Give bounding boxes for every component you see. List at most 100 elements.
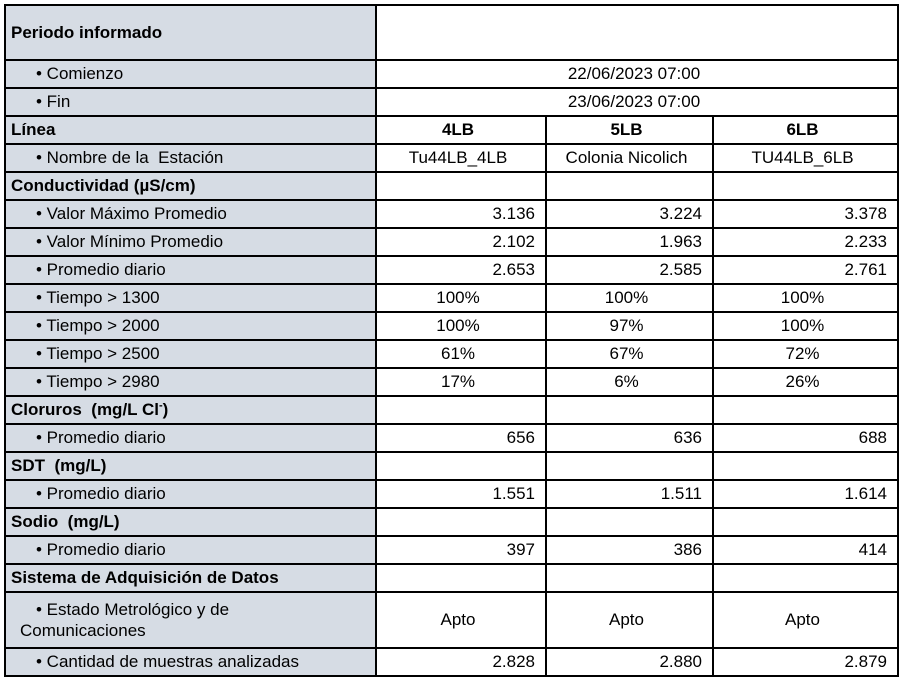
section-title-cloruros: Cloruros (mg/L Cl-)	[4, 395, 377, 425]
row-label-comienzo: • Comienzo	[4, 59, 377, 89]
cloruros-title-close: )	[162, 400, 169, 420]
section-title-sodio: Sodio (mg/L)	[4, 507, 377, 537]
row-section-sodio: Sodio (mg/L)	[4, 507, 900, 537]
section-title-sistema: Sistema de Adquisición de Datos	[4, 563, 377, 593]
row-label: • Promedio diario	[4, 479, 377, 509]
row-tiempo-2500: • Tiempo > 2500 61% 67% 72%	[4, 339, 900, 369]
row-estado-metrologico: • Estado Metrológico y de Comunicaciones…	[4, 591, 900, 649]
cell-value: 2.828	[375, 647, 547, 677]
row-label: • Tiempo > 2000	[4, 311, 377, 341]
empty-cell	[375, 171, 547, 201]
cell-value: 100%	[375, 311, 547, 341]
estado-status: Apto	[375, 591, 547, 649]
empty-cell	[711, 563, 900, 593]
cell-value: 3.136	[375, 199, 547, 229]
empty-cell	[375, 451, 547, 481]
row-promedio-diario-sdt: • Promedio diario 1.551 1.511 1.614	[4, 479, 900, 509]
cell-value: 100%	[375, 283, 547, 313]
row-label: • Promedio diario	[4, 423, 377, 453]
row-section-sdt: SDT (mg/L)	[4, 451, 900, 481]
cell-value: 100%	[711, 311, 900, 341]
empty-cell	[711, 395, 900, 425]
empty-cell	[545, 171, 714, 201]
station-name: TU44LB_6LB	[711, 143, 900, 173]
row-tiempo-2980: • Tiempo > 2980 17% 6% 26%	[4, 367, 900, 397]
row-label: • Cantidad de muestras analizadas	[4, 647, 377, 677]
cell-value: 2.585	[545, 255, 714, 285]
row-label: • Promedio diario	[4, 255, 377, 285]
row-label: • Promedio diario	[4, 535, 377, 565]
empty-cell	[375, 507, 547, 537]
report-table-container: Periodo informado • Comienzo 22/06/2023 …	[4, 4, 900, 677]
row-label-estacion: • Nombre de la Estación	[4, 143, 377, 173]
section-title-conductividad: Conductividad (µS/cm)	[4, 171, 377, 201]
row-linea: Línea 4LB 5LB 6LB	[4, 115, 900, 145]
row-estacion: • Nombre de la Estación Tu44LB_4LB Colon…	[4, 143, 900, 173]
row-section-cloruros: Cloruros (mg/L Cl-)	[4, 395, 900, 425]
empty-cell	[711, 451, 900, 481]
monitoring-report-table: Periodo informado • Comienzo 22/06/2023 …	[4, 4, 900, 677]
row-section-conductividad: Conductividad (µS/cm)	[4, 171, 900, 201]
empty-cell	[375, 563, 547, 593]
row-label-fin: • Fin	[4, 87, 377, 117]
row-label-linea: Línea	[4, 115, 377, 145]
cell-value: 397	[375, 535, 547, 565]
cell-value: 1.614	[711, 479, 900, 509]
estado-status: Apto	[711, 591, 900, 649]
row-section-sistema: Sistema de Adquisición de Datos	[4, 563, 900, 593]
row-tiempo-2000: • Tiempo > 2000 100% 97% 100%	[4, 311, 900, 341]
row-label-estado: • Estado Metrológico y de Comunicaciones	[4, 591, 377, 649]
cell-value: 26%	[711, 367, 900, 397]
cell-value: 1.551	[375, 479, 547, 509]
cell-value: 97%	[545, 311, 714, 341]
cell-value: 3.378	[711, 199, 900, 229]
row-cantidad-muestras: • Cantidad de muestras analizadas 2.828 …	[4, 647, 900, 677]
cell-value: 2.653	[375, 255, 547, 285]
fin-value: 23/06/2023 07:00	[374, 87, 900, 117]
row-label: • Valor Mínimo Promedio	[4, 227, 377, 257]
cell-value: 72%	[711, 339, 900, 369]
column-header-4lb: 4LB	[375, 115, 547, 145]
empty-cell	[545, 507, 714, 537]
cell-value: 67%	[545, 339, 714, 369]
row-fin: • Fin 23/06/2023 07:00	[4, 87, 900, 117]
row-label: • Tiempo > 1300	[4, 283, 377, 313]
comienzo-value: 22/06/2023 07:00	[374, 59, 900, 89]
row-comienzo: • Comienzo 22/06/2023 07:00	[4, 59, 900, 89]
empty-cell	[374, 4, 900, 61]
column-header-6lb: 6LB	[711, 115, 900, 145]
row-valor-maximo: • Valor Máximo Promedio 3.136 3.224 3.37…	[4, 199, 900, 229]
section-title-sdt: SDT (mg/L)	[4, 451, 377, 481]
estado-status: Apto	[545, 591, 714, 649]
cell-value: 2.880	[545, 647, 714, 677]
row-label: • Valor Máximo Promedio	[4, 199, 377, 229]
row-valor-minimo: • Valor Mínimo Promedio 2.102 1.963 2.23…	[4, 227, 900, 257]
superscript-minus: -	[158, 399, 163, 412]
empty-cell	[711, 171, 900, 201]
cell-value: 100%	[545, 283, 714, 313]
cell-value: 1.963	[545, 227, 714, 257]
cell-value: 386	[545, 535, 714, 565]
cell-value: 2.879	[711, 647, 900, 677]
cell-value: 17%	[375, 367, 547, 397]
cell-value: 100%	[711, 283, 900, 313]
cell-value: 2.102	[375, 227, 547, 257]
cell-value: 2.233	[711, 227, 900, 257]
cell-value: 688	[711, 423, 900, 453]
empty-cell	[545, 563, 714, 593]
row-promedio-diario-conductividad: • Promedio diario 2.653 2.585 2.761	[4, 255, 900, 285]
cell-value: 656	[375, 423, 547, 453]
section-title-periodo: Periodo informado	[4, 4, 377, 61]
row-tiempo-1300: • Tiempo > 1300 100% 100% 100%	[4, 283, 900, 313]
row-label: • Tiempo > 2500	[4, 339, 377, 369]
row-label: • Tiempo > 2980	[4, 367, 377, 397]
row-promedio-diario-cloruros: • Promedio diario 656 636 688	[4, 423, 900, 453]
station-name: Tu44LB_4LB	[375, 143, 547, 173]
row-promedio-diario-sodio: • Promedio diario 397 386 414	[4, 535, 900, 565]
cell-value: 61%	[375, 339, 547, 369]
row-periodo-informado: Periodo informado	[4, 4, 900, 61]
cell-value: 414	[711, 535, 900, 565]
cell-value: 636	[545, 423, 714, 453]
cell-value: 2.761	[711, 255, 900, 285]
cell-value: 6%	[545, 367, 714, 397]
